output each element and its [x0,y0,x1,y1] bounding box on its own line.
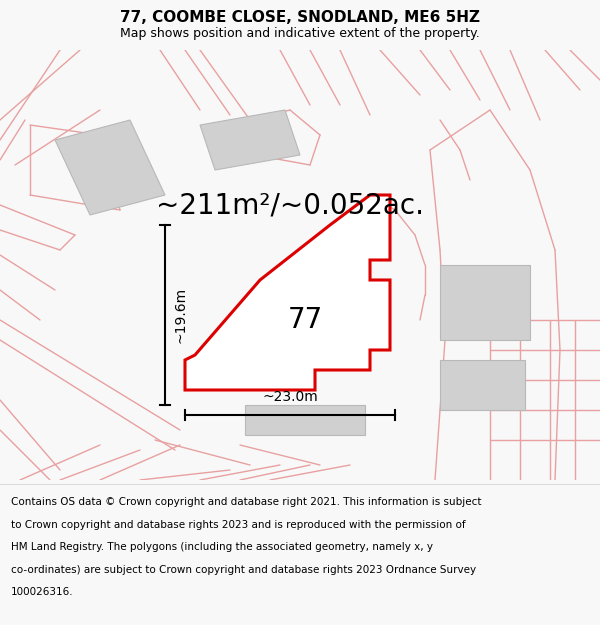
Text: HM Land Registry. The polygons (including the associated geometry, namely x, y: HM Land Registry. The polygons (includin… [11,542,433,552]
Text: ~19.6m: ~19.6m [173,287,187,343]
Polygon shape [245,405,365,435]
Text: ~211m²/~0.052ac.: ~211m²/~0.052ac. [156,191,424,219]
Text: 77: 77 [287,306,323,334]
Text: to Crown copyright and database rights 2023 and is reproduced with the permissio: to Crown copyright and database rights 2… [11,520,466,530]
Text: 77, COOMBE CLOSE, SNODLAND, ME6 5HZ: 77, COOMBE CLOSE, SNODLAND, ME6 5HZ [120,10,480,25]
Polygon shape [185,195,390,390]
Text: Map shows position and indicative extent of the property.: Map shows position and indicative extent… [120,27,480,40]
Text: co-ordinates) are subject to Crown copyright and database rights 2023 Ordnance S: co-ordinates) are subject to Crown copyr… [11,565,476,575]
Polygon shape [200,110,300,170]
Polygon shape [55,120,165,215]
Polygon shape [440,265,530,340]
Text: ~23.0m: ~23.0m [262,390,318,404]
Text: Coombe Close: Coombe Close [184,314,277,376]
Text: 100026316.: 100026316. [11,588,73,598]
Text: Contains OS data © Crown copyright and database right 2021. This information is : Contains OS data © Crown copyright and d… [11,498,481,508]
Polygon shape [440,360,525,410]
